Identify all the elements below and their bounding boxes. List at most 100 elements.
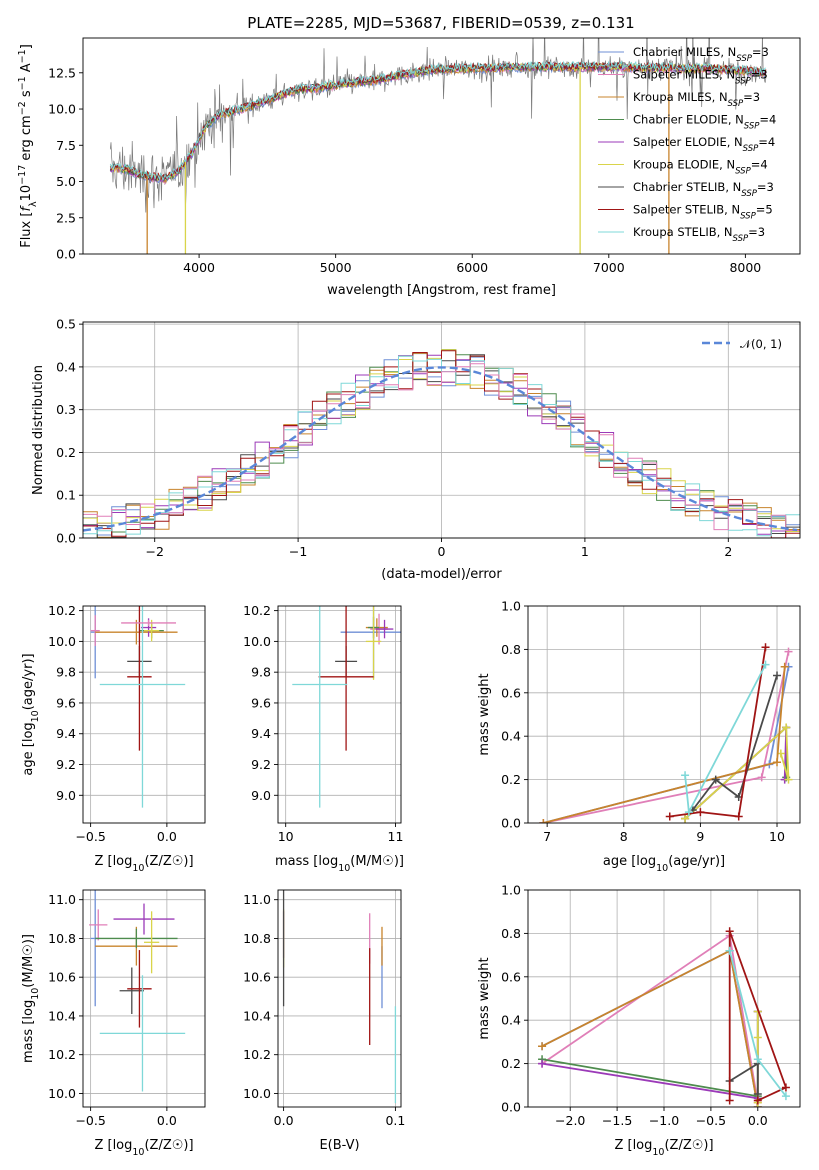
legend-sub: SSP [733, 234, 749, 244]
weight-line-7 [669, 647, 767, 818]
weight-marker [725, 946, 734, 955]
weight-marker [753, 1033, 762, 1042]
weight-marker [781, 1092, 790, 1101]
plot-area [83, 349, 800, 538]
legend-text: =3 [748, 225, 765, 239]
label-part: (age/yr)] [21, 653, 36, 710]
x-tick-label: −0.5 [75, 1113, 105, 1128]
panel-spectrum: 4000 5000 6000 7000 8000 0.0 2.5 5.0 7.5 10.0 12.5… [17, 37, 801, 298]
x-tick-label: 0.0 [274, 1113, 294, 1128]
y-tick-label: 10.2 [243, 1047, 271, 1062]
panel-mass-vs-EBV: 0.0 0.1 10.0 10.2 10.4 10.6 10.8 11.0 E(B-V) [243, 889, 405, 1153]
label-part: −2 [17, 101, 28, 115]
legend-label: Kroupa STELIB, NSSP=3 [633, 225, 765, 244]
legend-label: 𝒩(0, 1) [740, 337, 782, 351]
legend-label: Kroupa MILES, NSSP=3 [633, 90, 760, 109]
label-part: erg cm [19, 115, 34, 164]
legend-text: Salpeter STELIB, N [633, 203, 740, 217]
legend-text: =3 [743, 90, 760, 104]
y-tick-label: 10.0 [243, 634, 271, 649]
weight-marker [538, 1042, 547, 1051]
x-tick-label: 0.0 [748, 1113, 768, 1128]
label-part: λ [28, 201, 39, 207]
legend-sub: SSP [736, 54, 752, 64]
label-part: −1 [17, 49, 28, 63]
y-tick-label: 0.4 [501, 729, 521, 744]
y-tick-label: 1.0 [501, 599, 521, 614]
x-tick-label: 4000 [183, 260, 215, 275]
plot-area [282, 890, 397, 1104]
y-tick-label: 10.8 [243, 931, 271, 946]
y-tick-label: 12.5 [48, 65, 76, 80]
weight-marker [753, 1055, 762, 1064]
label-part: ] [19, 44, 34, 49]
x-tick-label: 7 [543, 829, 551, 844]
legend-text: Kroupa STELIB, N [633, 225, 733, 239]
weight-marker [761, 660, 770, 669]
label-part: 10 [30, 988, 41, 1000]
legend-label: Salpeter MILES, NSSP=3 [633, 68, 768, 87]
legend-sub: SSP [728, 99, 744, 109]
y-tick-label: 0.2 [501, 1056, 521, 1071]
label-part: (Z/Z☉)] [664, 1138, 713, 1153]
x-tick-label: 7000 [593, 260, 625, 275]
legend-text: =3 [752, 45, 769, 59]
axes-frame [82, 605, 206, 824]
weight-marker [711, 775, 720, 784]
model-line-6 [109, 61, 767, 182]
plot-area [90, 606, 186, 808]
label-part: 10 [19, 185, 34, 202]
x-tick-label: −0.5 [75, 829, 105, 844]
x-tick-label: 5000 [320, 260, 352, 275]
legend-sub: SSP [735, 167, 751, 177]
y-tick-label: 9.8 [251, 665, 271, 680]
y-tick-label: 9.6 [56, 695, 76, 710]
legend-label: Chabrier STELIB, NSSP=3 [633, 180, 774, 199]
legend-text: Chabrier STELIB, N [633, 180, 741, 194]
label-part: Z [log [614, 1138, 652, 1153]
y-axis-label: age [log10(age/yr)] [21, 653, 41, 775]
x-tick-label: −2.0 [555, 1113, 585, 1128]
y-axis-label: Flux [fλ10−17 erg cm−2 s−1 A−1] [17, 44, 39, 248]
legend-text: =5 [756, 203, 773, 217]
plot-area [292, 606, 401, 808]
y-tick-label: 0.0 [56, 247, 76, 262]
weight-line-7 [728, 930, 788, 1102]
y-tick-label: 10.2 [48, 603, 76, 618]
legend-label: Salpeter ELODIE, NSSP=4 [633, 135, 775, 154]
label-part: s [19, 90, 34, 101]
y-axis-label: mass weight [477, 673, 492, 755]
weight-marker [696, 808, 705, 817]
x-tick-label: −0.5 [696, 1113, 726, 1128]
label-part: 10 [338, 863, 350, 874]
y-tick-label: 9.0 [56, 788, 76, 803]
weight-marker [665, 812, 674, 821]
plot-area [539, 643, 793, 823]
weight-marker [681, 814, 690, 823]
y-tick-label: 11.0 [243, 892, 271, 907]
x-tick-label: −1.0 [649, 1113, 679, 1128]
legend-label: Salpeter STELIB, NSSP=5 [633, 203, 773, 222]
legend-label: Chabrier ELODIE, NSSP=4 [633, 113, 776, 132]
axes-frame [82, 889, 206, 1108]
y-tick-label: 9.8 [56, 665, 76, 680]
weight-marker [782, 723, 791, 732]
weight-marker [734, 812, 743, 821]
label-part: mass [log [21, 1000, 36, 1063]
label-part: 10 [132, 1147, 144, 1158]
weight-marker [757, 773, 766, 782]
normal-curve [83, 366, 798, 532]
y-tick-label: 10.0 [48, 102, 76, 117]
axes-frame [82, 37, 801, 255]
legend-sub: SSP [741, 189, 757, 199]
x-tick-label: 1 [581, 544, 589, 559]
label-part: Z [log [94, 854, 132, 869]
plot-area [89, 890, 186, 1092]
weight-marker [539, 819, 548, 823]
x-tick-label: 8 [620, 829, 628, 844]
x-tick-label: −1.5 [602, 1113, 632, 1128]
y-tick-label: 10.0 [48, 634, 76, 649]
label-part: Flux [ [19, 212, 34, 248]
legend-text: Salpeter ELODIE, N [633, 135, 743, 149]
y-tick-label: 9.6 [251, 695, 271, 710]
